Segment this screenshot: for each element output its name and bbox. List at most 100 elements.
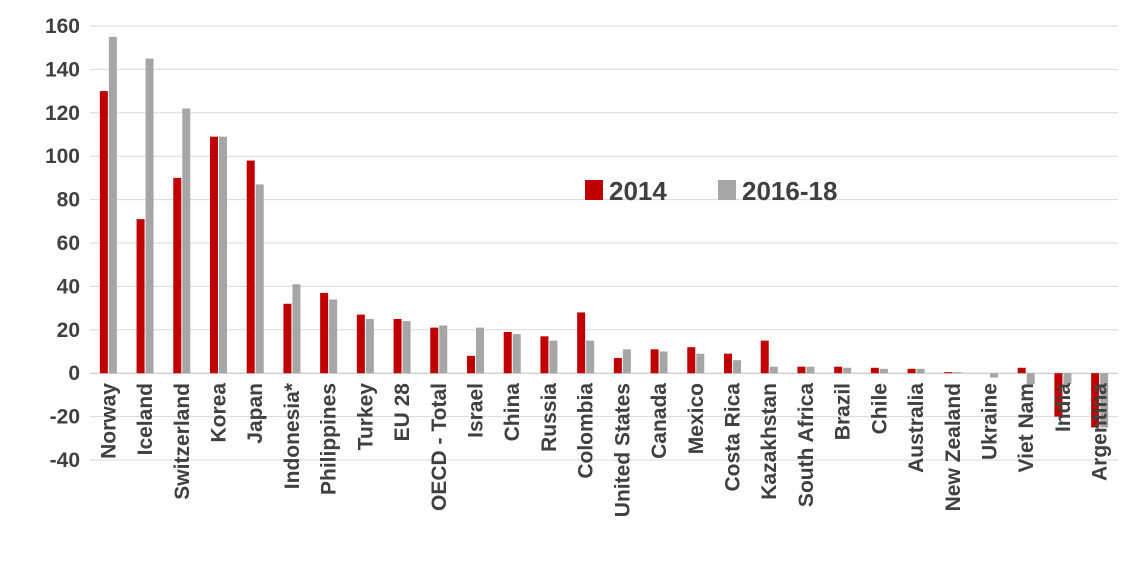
y-tick-label: 100 — [45, 145, 80, 168]
bar-2014-switzerland — [173, 177, 182, 374]
x-tick-label: Argentina — [1089, 383, 1112, 481]
y-tick-label: 20 — [57, 319, 80, 342]
bar-2014-indonesia- — [283, 303, 292, 374]
bar-2016-18-kazakhstan — [769, 366, 778, 374]
y-tick-label: 60 — [57, 232, 80, 255]
y-tick-label: 40 — [57, 275, 80, 298]
bar-2016-18-norway — [108, 36, 117, 374]
legend: 2014 2016-18 — [585, 176, 837, 206]
bar-2016-18-mexico — [696, 353, 705, 374]
bar-2014-oecd-total — [430, 327, 439, 374]
bar-2014-chile — [870, 367, 879, 374]
x-tick-label: United States — [611, 383, 634, 517]
bar-2016-18-brazil — [843, 367, 852, 374]
y-tick-label: 160 — [45, 15, 80, 38]
x-tick-label: India — [1052, 383, 1075, 432]
x-tick-label: Japan — [244, 383, 267, 444]
bar-2016-18-viet-nam — [1026, 373, 1035, 385]
bar-2014-philippines — [320, 292, 329, 374]
bar-2014-japan — [246, 160, 255, 374]
bar-2016-18-philippines — [329, 299, 338, 374]
y-tick-label: 80 — [57, 189, 80, 212]
y-tick-label: 140 — [45, 58, 80, 81]
bar-2016-18-colombia — [586, 340, 595, 374]
x-tick-label: Norway — [97, 383, 120, 459]
x-tick-label: Indonesia* — [281, 382, 304, 489]
x-tick-label: EU 28 — [391, 383, 414, 442]
x-tick-label: Turkey — [354, 383, 377, 451]
bar-2014-australia — [907, 368, 916, 374]
bar-2014-iceland — [136, 219, 145, 374]
bar-2014-viet-nam — [1017, 367, 1026, 374]
y-axis: -40 -20 0 20 40 60 80 100 120 140 160 — [45, 15, 80, 472]
bar-2016-18-chile — [879, 368, 888, 374]
bar-2014-kazakhstan — [760, 340, 769, 374]
x-tick-label: Kazakhstan — [758, 383, 781, 500]
y-tick-label: -40 — [50, 449, 80, 472]
bar-2016-18-japan — [255, 184, 264, 374]
x-tick-label: South Africa — [795, 383, 818, 507]
x-tick-label: Canada — [648, 383, 671, 459]
x-tick-label: Philippines — [318, 383, 341, 495]
bar-2016-18-south-africa — [806, 366, 815, 374]
x-tick-label: New Zealand — [942, 383, 965, 511]
x-tick-label: Colombia — [575, 383, 598, 479]
x-tick-label: Russia — [538, 383, 561, 452]
x-tick-label: Costa Rica — [722, 383, 745, 492]
x-tick-label: Viet Nam — [1015, 383, 1038, 473]
x-tick-label: China — [501, 383, 524, 442]
y-tick-label: -20 — [50, 406, 80, 429]
bar-2016-18-korea — [219, 136, 227, 374]
legend-swatch-2016-18 — [718, 180, 736, 200]
bar-2016-18-oecd-total — [439, 325, 448, 374]
bar-2014-turkey — [356, 314, 365, 374]
x-tick-label: Brazil — [832, 383, 855, 440]
bar-2016-18-russia — [549, 340, 558, 374]
bar-2014-argentina — [1091, 373, 1100, 428]
bar-2016-18-israel — [476, 327, 484, 374]
x-tick-label: Ukraine — [979, 383, 1002, 460]
bar-2016-18-united-states — [622, 349, 631, 374]
bar-2016-18-iceland — [145, 58, 154, 374]
bar-2014-mexico — [687, 347, 696, 374]
bar-2016-18-eu-28 — [402, 321, 411, 374]
bar-2014-united-states — [613, 358, 622, 374]
legend-swatch-2014 — [585, 180, 603, 200]
x-tick-label: Switzerland — [171, 383, 194, 500]
bar-2016-18-ukraine — [990, 373, 998, 378]
x-tick-label: Chile — [868, 383, 891, 434]
x-tick-label: OECD - Total — [428, 383, 451, 511]
x-tick-label: Israel — [465, 383, 488, 438]
x-axis: Norway Iceland Switzerland Korea Japan Indone… — [97, 382, 1111, 517]
x-tick-label: Iceland — [134, 383, 157, 455]
bar-2016-18-canada — [659, 351, 668, 374]
bar-2014-norway — [99, 91, 108, 374]
bar-2014-eu-28 — [393, 318, 402, 374]
bar-2014-korea — [210, 136, 218, 374]
bar-2014-colombia — [577, 312, 586, 374]
bar-2016-18-australia — [916, 368, 925, 374]
bar-2014-new-zealand — [944, 372, 953, 374]
legend-label: 2014 — [609, 176, 667, 206]
bar-2014-canada — [650, 349, 659, 374]
bar-2014-south-africa — [797, 366, 806, 374]
bars — [99, 36, 1109, 428]
bar-2016-18-argentina — [1100, 373, 1109, 428]
bar-2016-18-china — [512, 334, 521, 374]
y-tick-label: 120 — [45, 102, 80, 125]
x-tick-label: Australia — [905, 383, 928, 473]
bar-2014-india — [1054, 373, 1063, 417]
bar-2014-brazil — [834, 366, 843, 374]
bar-2016-18-switzerland — [182, 108, 191, 374]
bar-2016-18-costa-rica — [733, 360, 741, 374]
bar-2014-china — [503, 331, 512, 374]
bar-2016-18-new-zealand — [953, 372, 962, 374]
bar-2016-18-india — [1063, 373, 1072, 385]
bar-2016-18-turkey — [365, 318, 374, 374]
x-tick-label: Mexico — [685, 383, 708, 454]
bar-2014-israel — [467, 355, 475, 374]
bar-2014-costa-rica — [724, 353, 732, 374]
bar-2014-russia — [540, 336, 549, 374]
x-tick-label: Korea — [208, 383, 231, 443]
